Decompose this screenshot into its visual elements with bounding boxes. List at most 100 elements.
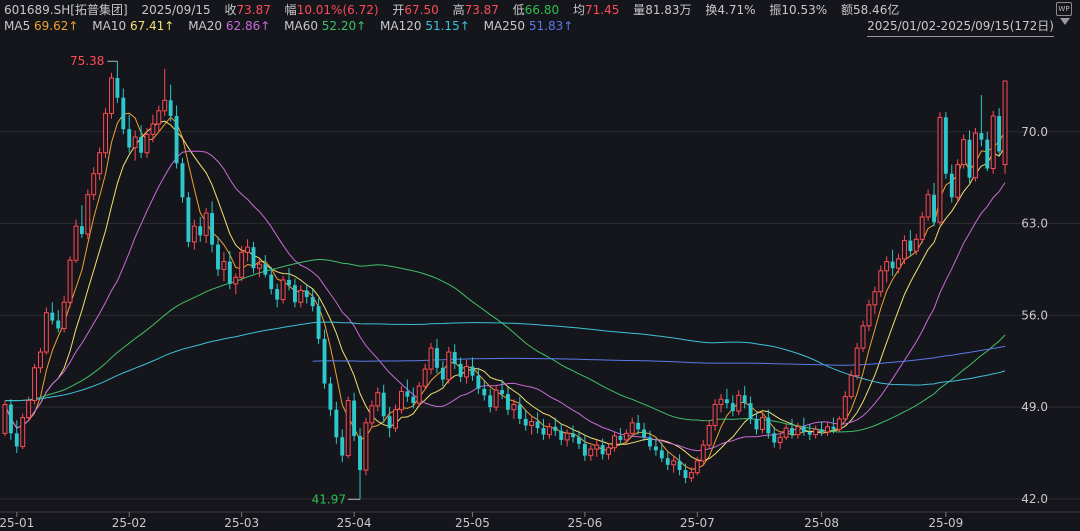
candle-body	[446, 351, 452, 381]
candle-body	[387, 416, 392, 429]
candle-body	[322, 338, 327, 384]
candle-body	[748, 403, 753, 419]
candle-body	[203, 212, 209, 236]
amount-value: 58.46亿	[852, 3, 900, 17]
chevron-down-icon[interactable]	[1060, 18, 1070, 25]
candle	[139, 125, 144, 158]
candle-body	[754, 418, 759, 430]
x-tick-label: 25-08	[804, 516, 839, 530]
y-tick-label: 70.0	[1021, 125, 1048, 139]
candle-body	[103, 112, 109, 154]
candle	[428, 342, 434, 375]
candle	[582, 435, 587, 461]
candle-body	[458, 363, 463, 377]
candle-body	[139, 137, 144, 153]
candle	[251, 241, 256, 274]
candle-body	[121, 97, 126, 130]
candle	[174, 105, 179, 169]
ma-value: 67.41↑	[129, 19, 175, 33]
candle	[890, 249, 895, 276]
ma60-line	[4, 258, 1006, 433]
candle	[310, 289, 315, 312]
date-range-selector[interactable]: 2025/01/02-2025/09/15(172日)	[867, 16, 1054, 37]
candle	[659, 442, 664, 463]
candle	[553, 417, 558, 436]
candle	[269, 266, 274, 295]
candle-body	[328, 383, 333, 410]
candle-body	[623, 432, 629, 441]
candle	[636, 414, 641, 435]
candle	[168, 84, 173, 122]
candle-body	[168, 100, 173, 117]
ma-value: 62.86↑	[225, 19, 271, 33]
candle-body	[67, 259, 73, 303]
candle-body	[216, 244, 220, 270]
y-tick-label: 56.0	[1021, 308, 1048, 322]
candle	[393, 404, 398, 433]
candle	[115, 61, 120, 103]
candlesticks	[2, 61, 1008, 500]
candle-body	[790, 428, 794, 435]
candle	[712, 399, 718, 431]
candle-body	[825, 426, 830, 433]
candle-body	[648, 437, 652, 447]
candle	[878, 265, 884, 297]
candle	[345, 396, 351, 459]
amplitude-value: 10.53%	[781, 3, 828, 17]
price-grid	[0, 131, 1080, 500]
candle	[783, 424, 789, 440]
candle-body	[150, 123, 156, 135]
candle	[103, 108, 109, 158]
candle	[523, 409, 528, 431]
candle-body	[298, 289, 304, 303]
candle	[872, 286, 878, 315]
candle	[398, 386, 404, 414]
candle	[629, 417, 635, 436]
low-annotation: 41.97	[312, 492, 346, 506]
candle	[316, 298, 321, 345]
candle	[908, 230, 913, 257]
candle	[476, 367, 481, 394]
candle	[564, 429, 570, 447]
candle	[955, 159, 961, 203]
candle-body	[180, 163, 185, 198]
candle	[121, 88, 126, 135]
candle-body	[712, 403, 718, 426]
candle-body	[618, 435, 623, 440]
candle-body	[813, 428, 819, 436]
candle-body	[256, 263, 262, 269]
candle-body	[186, 197, 191, 242]
candle	[2, 400, 8, 436]
candle-body	[345, 400, 351, 457]
candle	[795, 422, 801, 439]
candle-body	[334, 409, 339, 438]
candle-body	[848, 375, 854, 398]
candle-body	[937, 116, 943, 223]
wp-icon[interactable]: WP	[1056, 2, 1072, 16]
candle-body	[221, 261, 227, 270]
candle-body	[671, 460, 677, 466]
candle	[186, 192, 191, 248]
candle	[8, 399, 13, 440]
candle	[334, 401, 339, 444]
candle	[718, 394, 724, 413]
candle	[245, 239, 251, 262]
candle-body	[198, 226, 203, 236]
candle-body	[759, 417, 765, 430]
candle	[198, 217, 203, 242]
candle-body	[860, 325, 866, 349]
amount-label: 额	[840, 3, 853, 17]
candle-body	[908, 240, 913, 252]
candle-body	[263, 264, 268, 275]
candle-body	[381, 392, 386, 417]
candle-body	[405, 391, 410, 397]
candle	[79, 205, 84, 238]
candle-body	[801, 426, 806, 433]
candle-body	[422, 368, 428, 387]
candle	[233, 273, 239, 295]
candle	[842, 391, 848, 422]
candle	[642, 422, 647, 442]
candle	[304, 283, 309, 304]
candle	[790, 418, 794, 439]
